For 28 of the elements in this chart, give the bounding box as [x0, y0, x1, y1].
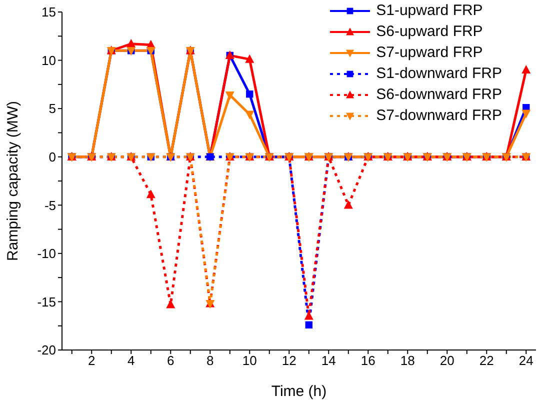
x-tick-label: 2 — [88, 353, 96, 368]
x-tick-label: 18 — [400, 353, 415, 368]
x-tick-label: 8 — [206, 353, 214, 368]
x-tick-label: 10 — [242, 353, 257, 368]
legend-label: S1-upward FRP — [376, 1, 483, 21]
x-tick-label: 14 — [321, 353, 336, 368]
legend-label: S1-downward FRP — [376, 64, 502, 84]
x-axis-title: Time (h) — [271, 383, 327, 400]
x-tick-label: 16 — [360, 353, 376, 368]
x-tick-label: 12 — [282, 353, 296, 368]
y-tick-label: -15 — [37, 294, 56, 310]
y-tick-label: -20 — [37, 342, 56, 358]
y-tick-label: 10 — [42, 52, 56, 68]
legend-label: S6-upward FRP — [376, 22, 483, 42]
legend-label: S7-upward FRP — [376, 43, 483, 63]
x-tick-label: 22 — [479, 353, 494, 368]
y-tick-label: 5 — [48, 101, 56, 116]
y-axis-title: Ramping capacity (MW) — [4, 100, 22, 261]
legend-label: S6-downward FRP — [376, 85, 502, 105]
y-tick-label: -10 — [37, 246, 56, 262]
x-tick-label: 4 — [128, 353, 135, 368]
x-tick-label: 6 — [167, 353, 174, 368]
y-tick-label: 0 — [48, 149, 56, 164]
x-tick-label: 20 — [440, 353, 454, 368]
legend-label: S7-downward FRP — [376, 106, 502, 126]
x-tick-label: 24 — [518, 353, 534, 368]
y-tick-label: 15 — [42, 4, 56, 20]
y-tick-label: -5 — [44, 198, 56, 213]
